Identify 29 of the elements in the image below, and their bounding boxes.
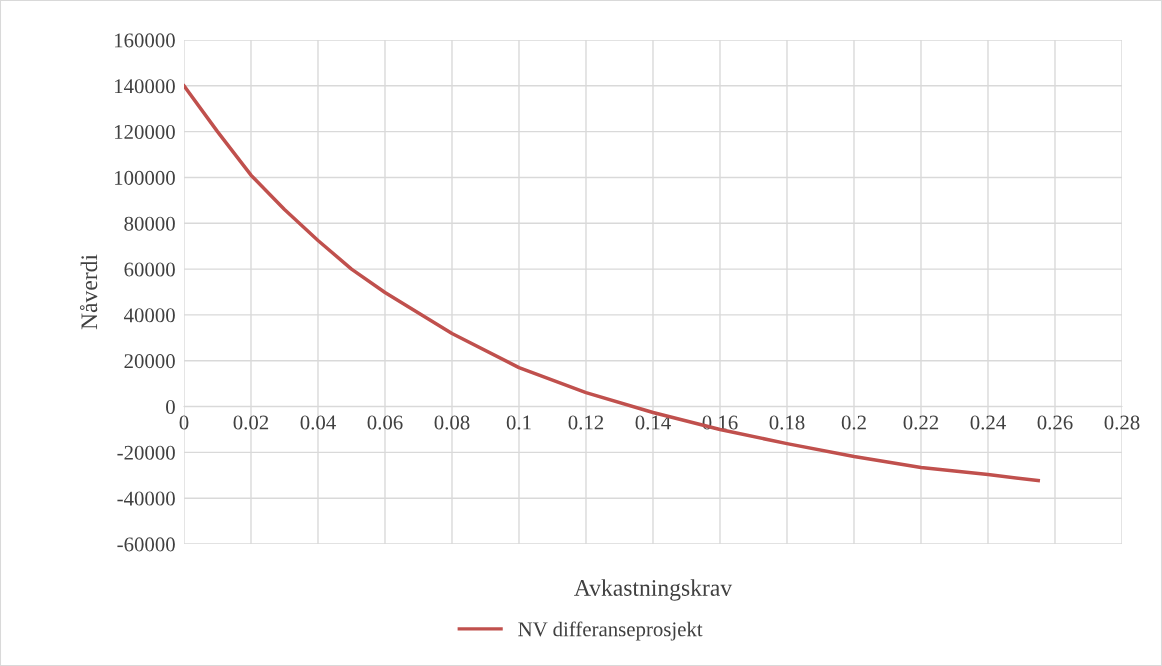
y-tick-label: 100000	[115, 170, 175, 185]
x-tick-label: 0.1	[506, 415, 531, 430]
y-tick-label: -40000	[117, 491, 175, 506]
x-tick-label: 0.08	[434, 415, 470, 430]
x-tick-label: 0.04	[300, 415, 336, 430]
y-tick-label: 120000	[115, 125, 175, 140]
x-tick-label: 0.24	[970, 415, 1006, 430]
y-tick-label: 160000	[115, 33, 175, 48]
x-tick-label: 0.02	[233, 415, 269, 430]
x-tick-label: 0.14	[635, 415, 671, 430]
y-tick-label: 140000	[115, 79, 175, 94]
x-tick-label: 0.18	[769, 415, 805, 430]
x-tick-label: 0.26	[1037, 415, 1073, 430]
y-tick-label: -60000	[117, 537, 175, 552]
y-tick-label: 40000	[123, 308, 175, 323]
y-tick-label: 80000	[124, 216, 175, 231]
y-tick-label: -20000	[117, 445, 175, 460]
y-tick-label: 60000	[124, 262, 175, 277]
x-tick-label: 0.2	[841, 415, 866, 430]
x-tick-label: 0.12	[568, 415, 604, 430]
y-tick-label: 0	[166, 399, 175, 414]
x-axis-title: Avkastningskrav	[574, 579, 733, 601]
legend-label: NV differanseprosjekt	[518, 621, 703, 641]
x-tick-label: 0.28	[1104, 415, 1140, 430]
x-tick-label: 0.06	[367, 415, 403, 430]
x-tick-label: 0	[179, 415, 189, 430]
y-tick-label: 20000	[124, 354, 175, 369]
x-tick-label: 0.22	[903, 415, 939, 430]
y-axis-title: Nåverdi	[79, 254, 98, 330]
